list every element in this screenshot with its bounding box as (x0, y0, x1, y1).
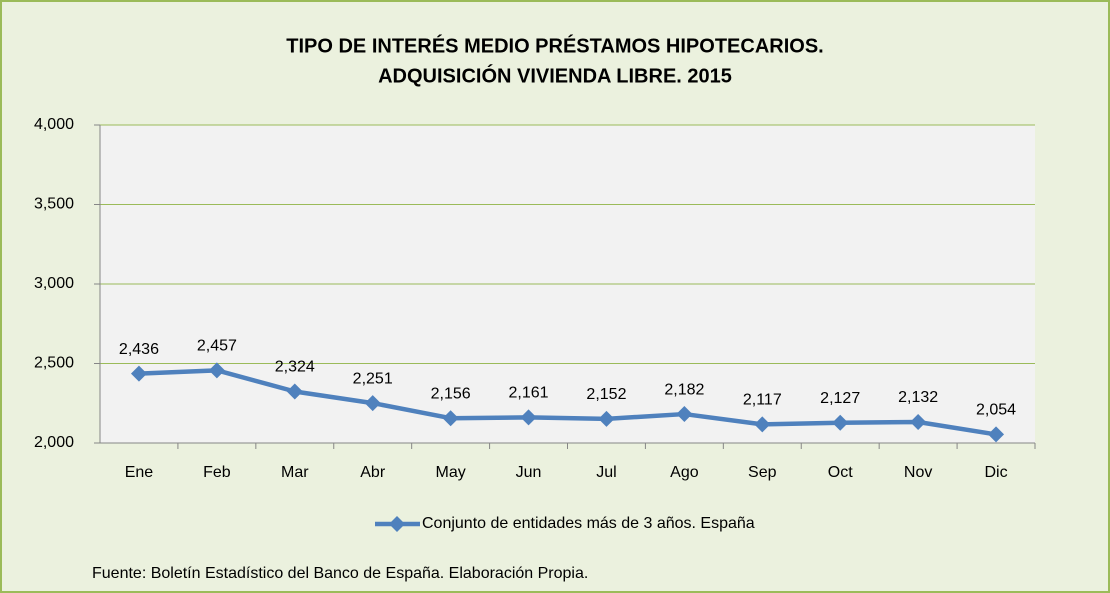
y-tick-label: 3,000 (34, 275, 74, 292)
data-label: 2,054 (976, 402, 1016, 419)
data-point (130, 365, 147, 382)
data-label: 2,251 (353, 370, 393, 387)
x-tick-label: May (436, 464, 466, 481)
data-point (364, 395, 381, 412)
legend-label: Conjunto de entidades más de 3 años. Esp… (422, 515, 755, 532)
y-tick-label: 2,000 (34, 434, 74, 451)
data-label: 2,152 (586, 386, 626, 403)
data-point (988, 426, 1005, 443)
x-tick-label: Ene (125, 464, 154, 481)
data-point (286, 383, 303, 400)
chart-title: ADQUISICIÓN VIVIENDA LIBRE. 2015 (378, 63, 732, 87)
x-tick-label: Dic (984, 464, 1007, 481)
data-point (910, 414, 927, 431)
x-tick-label: Oct (828, 464, 853, 481)
data-point (520, 409, 537, 426)
data-label: 2,324 (275, 359, 315, 376)
x-tick-label: Jul (596, 464, 616, 481)
data-label: 2,182 (664, 381, 704, 398)
chart-title: TIPO DE INTERÉS MEDIO PRÉSTAMOS HIPOTECA… (286, 34, 823, 57)
x-tick-label: Mar (281, 464, 309, 481)
data-point (676, 406, 693, 423)
data-point (754, 416, 771, 433)
data-point (442, 410, 459, 427)
data-point (598, 410, 615, 427)
y-tick-label: 2,500 (34, 355, 74, 372)
x-tick-label: Jun (516, 464, 542, 481)
legend-marker (389, 516, 405, 532)
data-point (832, 414, 849, 431)
x-tick-label: Ago (670, 464, 699, 481)
data-label: 2,156 (431, 385, 471, 402)
source-note: Fuente: Boletín Estadístico del Banco de… (92, 565, 588, 582)
series-line (138, 368, 997, 437)
data-label: 2,457 (197, 338, 237, 355)
data-point (208, 362, 225, 379)
data-label: 2,436 (119, 341, 159, 358)
y-tick-label: 3,500 (34, 196, 74, 213)
x-tick-label: Sep (748, 464, 777, 481)
x-tick-label: Abr (360, 464, 386, 481)
data-label: 2,132 (898, 389, 938, 406)
data-label: 2,127 (820, 390, 860, 407)
x-tick-label: Nov (904, 464, 932, 481)
data-label: 2,117 (743, 392, 782, 409)
x-tick-label: Feb (203, 464, 231, 481)
data-label: 2,161 (509, 385, 549, 402)
y-tick-label: 4,000 (34, 116, 74, 133)
